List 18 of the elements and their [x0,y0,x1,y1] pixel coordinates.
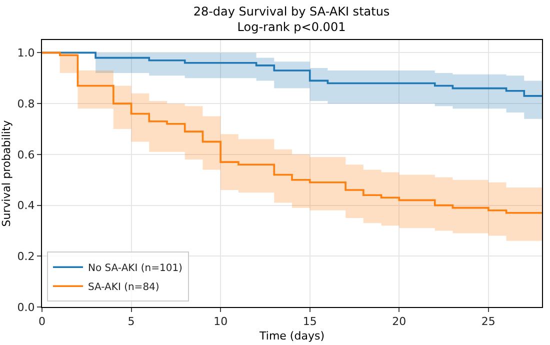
chart-subtitle: Log-rank p<0.001 [237,20,346,34]
x-tick-label: 15 [302,315,317,328]
x-axis-title: Time (days) [258,329,324,342]
x-tick-label: 5 [128,315,135,328]
x-tick-label: 0 [38,315,46,328]
y-tick-label: 0.8 [17,97,35,110]
y-tick-label: 0.0 [17,300,35,314]
y-tick-label: 0.6 [17,148,35,162]
x-tick-label: 25 [481,315,496,328]
y-tick-label: 1.0 [17,46,35,60]
x-tick-label: 10 [214,315,228,328]
legend-label: SA-AKI (n=84) [88,282,160,294]
legend-label: No SA-AKI (n=101) [88,263,183,274]
x-tick-label: 20 [392,315,406,328]
y-tick-label: 0.4 [17,199,35,212]
chart-title: 28-day Survival by SA-AKI status [193,4,390,19]
y-axis-title: Survival probability [0,120,13,227]
y-tick-label: 0.2 [17,250,35,263]
